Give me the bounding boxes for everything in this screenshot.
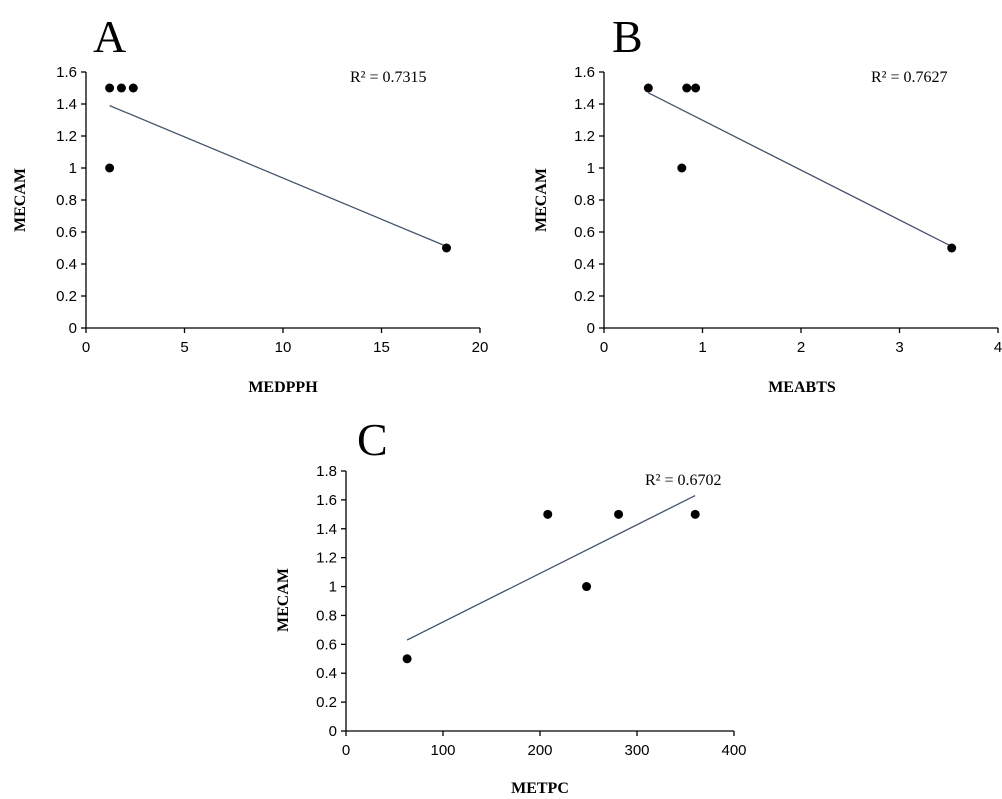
panel-b-y-tick-label: 1.2 — [574, 128, 595, 145]
panel-b-y-tick-label: 0.4 — [574, 256, 595, 273]
panel-c-data-point — [690, 509, 700, 519]
panel-a: A R² = 0.7315 MEDPPH MECAM 0 0.2 0.4 0.6 0.8… — [12, 11, 488, 396]
panel-a-x-tick-label: 5 — [180, 339, 188, 356]
panel-c-data-point — [543, 509, 553, 519]
panel-b-plot-area: 0 0.2 0.4 0.6 0.8 1 1.2 1.4 1.6 0 1 2 3 4 — [574, 64, 1002, 356]
panel-b-r2-label: R² = 0.7627 — [871, 69, 948, 86]
panel-a-trendline — [109, 105, 447, 247]
panel-a-x-tick-label: 0 — [82, 339, 90, 356]
panel-b-x-tick-label: 4 — [994, 339, 1002, 356]
panel-a-x-axis-title: MEDPPH — [248, 379, 318, 396]
panel-c-y-tick-label: 1.8 — [316, 463, 337, 480]
panel-c-r2-label: R² = 0.6702 — [645, 472, 722, 489]
panel-a-r2-label: R² = 0.7315 — [350, 69, 427, 86]
panel-c-y-tick-label: 0.4 — [316, 665, 337, 682]
panel-b-y-tick-label: 0 — [587, 320, 595, 337]
panel-b-y-tick-label: 0.8 — [574, 192, 595, 209]
panel-a-data-point — [442, 243, 452, 253]
panel-c-y-tick-label: 0.2 — [316, 694, 337, 711]
panel-b-trendline — [648, 92, 952, 247]
panel-c: C R² = 0.6702 METPC MECAM 0 0.2 0.4 0.6 0.8 1… — [275, 414, 747, 797]
panel-c-letter: C — [357, 414, 388, 465]
panel-c-y-tick-label: 1.6 — [316, 492, 337, 509]
panel-a-y-tick-label: 1.4 — [56, 96, 77, 113]
panel-c-x-tick-label: 0 — [342, 742, 350, 759]
panel-a-y-tick-label: 0.4 — [56, 256, 77, 273]
panel-c-data-point — [402, 654, 412, 664]
panel-a-x-tick-label: 10 — [275, 339, 292, 356]
panel-b-x-axis-title: MEABTS — [768, 379, 836, 396]
panel-a-data-point — [116, 83, 126, 93]
panel-a-x-tick-label: 15 — [373, 339, 390, 356]
panel-c-plot-area: 0 0.2 0.4 0.6 0.8 1 1.2 1.4 1.6 1.8 0 100 200 300 400 — [316, 463, 746, 759]
panel-c-x-axis-title: METPC — [511, 780, 569, 797]
panel-b-x-tick-label: 0 — [600, 339, 608, 356]
panel-b-data-point — [947, 243, 957, 253]
panel-c-y-tick-label: 0.8 — [316, 607, 337, 624]
panel-a-x-tick-label: 20 — [472, 339, 489, 356]
panel-c-data-point — [582, 582, 592, 592]
panel-c-y-axis-title: MECAM — [275, 568, 292, 632]
panel-a-data-point — [105, 83, 115, 93]
panel-a-y-tick-label: 0.6 — [56, 224, 77, 241]
panel-c-x-tick-label: 100 — [430, 742, 455, 759]
panel-c-x-tick-label: 300 — [624, 742, 649, 759]
panel-c-y-tick-label: 1.4 — [316, 521, 337, 538]
panel-a-data-point — [128, 83, 138, 93]
panel-b-data-point — [643, 83, 653, 93]
panel-a-y-tick-label: 1 — [69, 160, 77, 177]
panel-b-x-tick-label: 1 — [698, 339, 706, 356]
panel-b: B R² = 0.7627 MEABTS MECAM 0 0.2 0.4 0.6 0.8… — [533, 11, 1002, 396]
panel-b-y-tick-label: 1 — [587, 160, 595, 177]
panel-c-y-tick-label: 0.6 — [316, 636, 337, 653]
panel-c-x-tick-label: 400 — [721, 742, 746, 759]
panel-a-y-tick-label: 1.2 — [56, 128, 77, 145]
panel-b-data-point — [682, 83, 692, 93]
panel-b-y-tick-label: 1.4 — [574, 96, 595, 113]
panel-b-y-tick-label: 0.2 — [574, 288, 595, 305]
panel-b-y-tick-label: 1.6 — [574, 64, 595, 81]
panel-c-data-point — [614, 509, 624, 519]
panel-b-y-tick-label: 0.6 — [574, 224, 595, 241]
panel-a-y-axis-title: MECAM — [12, 168, 29, 232]
panel-b-y-axis-title: MECAM — [533, 168, 550, 232]
panel-b-x-tick-label: 3 — [895, 339, 903, 356]
panel-b-data-point — [691, 83, 701, 93]
panel-c-trendline — [406, 494, 696, 641]
panel-a-y-tick-label: 0 — [69, 320, 77, 337]
panel-a-letter: A — [93, 11, 126, 62]
panel-b-letter: B — [612, 11, 643, 62]
panel-c-y-tick-label: 0 — [329, 723, 337, 740]
panel-c-x-tick-label: 200 — [527, 742, 552, 759]
panel-a-y-tick-label: 0.2 — [56, 288, 77, 305]
panel-a-plot-area: 0 0.2 0.4 0.6 0.8 1 1.2 1.4 1.6 0 5 10 15 20 — [56, 64, 488, 356]
panel-a-data-point — [105, 163, 115, 173]
panel-b-data-point — [677, 163, 687, 173]
panel-a-y-tick-label: 1.6 — [56, 64, 77, 81]
panel-a-y-tick-label: 0.8 — [56, 192, 77, 209]
panel-c-y-tick-label: 1 — [329, 579, 337, 596]
panel-b-x-tick-label: 2 — [797, 339, 805, 356]
panel-c-y-tick-label: 1.2 — [316, 550, 337, 567]
